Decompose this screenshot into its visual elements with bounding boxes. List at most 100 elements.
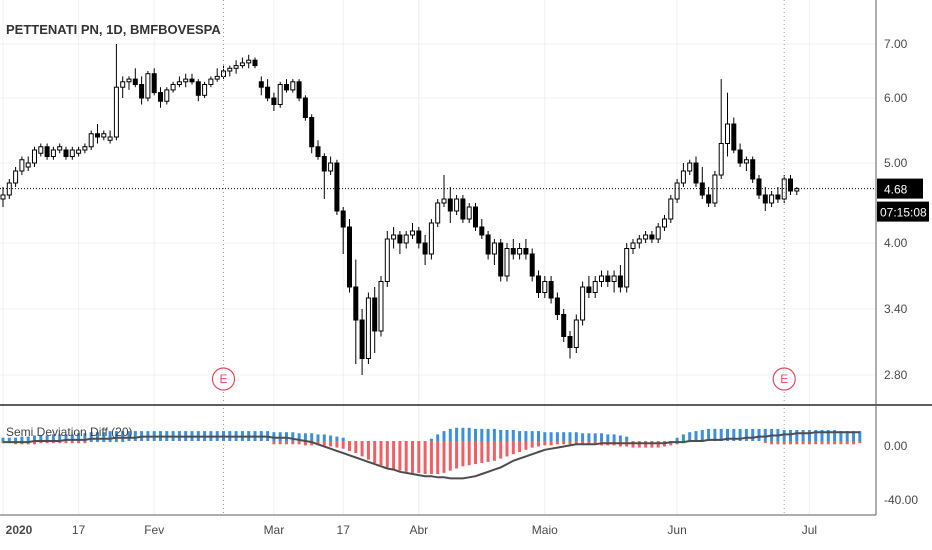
indicator-bar-up	[726, 428, 729, 441]
indicator-bar-up	[839, 431, 843, 441]
indicator-bar-down	[845, 441, 849, 445]
indicator-bar-down	[801, 441, 805, 445]
indicator-line	[3, 431, 860, 480]
indicator-bar-down	[486, 441, 490, 462]
candle-body-up	[107, 136, 113, 141]
indicator-bar-up	[694, 431, 698, 441]
candle-body-up	[202, 84, 208, 96]
indicator-bar-up	[606, 434, 610, 441]
candle-body-up	[403, 234, 409, 244]
candle-body-up	[504, 248, 510, 277]
candle-body-up	[164, 89, 170, 102]
indicator-bar-up	[581, 433, 585, 441]
candle	[290, 79, 296, 93]
candle	[378, 276, 384, 337]
indicator-bar-down	[820, 441, 824, 445]
last-price-tag	[877, 178, 923, 199]
indicator-bar-up	[121, 431, 125, 441]
indicator-bar-down	[102, 441, 106, 443]
candle	[510, 239, 516, 260]
candle-body-up	[687, 162, 693, 172]
candle	[794, 187, 800, 195]
indicator-bar-up	[801, 430, 805, 441]
time-tick-label: 2020	[6, 523, 33, 537]
candle	[428, 219, 434, 260]
indicator-bar-up	[51, 434, 55, 441]
candle	[662, 215, 667, 231]
candle	[170, 81, 176, 93]
candle	[38, 143, 44, 157]
indicator-bar-up	[461, 427, 465, 441]
indicator-bar-down	[96, 441, 99, 443]
candle-body-up	[410, 230, 415, 236]
earnings-marker[interactable]	[211, 367, 236, 391]
indicator-bar-up	[45, 435, 49, 441]
candle-body-down	[479, 226, 485, 236]
indicator-bar-down	[782, 441, 786, 445]
indicator-bar-down	[348, 441, 351, 451]
indicator-bar-up	[442, 431, 446, 441]
candle	[725, 92, 730, 157]
candle	[359, 309, 365, 375]
indicator-bar-down	[341, 441, 345, 449]
candle-body-down	[353, 286, 359, 321]
candle-body-down	[334, 162, 340, 212]
candle-body-down	[397, 234, 403, 244]
indicator-bar-down	[329, 441, 333, 447]
indicator-bar-up	[272, 432, 276, 441]
candle	[416, 227, 422, 249]
indicator-bar-down	[461, 441, 465, 467]
indicator-bar-down	[429, 441, 433, 474]
indicator-bar-up	[789, 430, 792, 441]
indicator-bar-up	[20, 436, 24, 441]
candle	[95, 124, 100, 144]
candle	[561, 309, 567, 342]
earnings-marker[interactable]	[772, 367, 796, 391]
indicator-bar-up	[127, 431, 131, 441]
indicator-bar-down	[763, 441, 767, 444]
indicator-bar-down	[505, 441, 509, 457]
indicator-bar-up	[89, 432, 93, 441]
indicator-bar-up	[807, 430, 811, 441]
indicator-bar-down	[669, 441, 673, 446]
indicator-bar-down	[108, 441, 112, 443]
indicator-bar-down	[839, 441, 843, 445]
candle-body-up	[743, 159, 749, 164]
indicator-bar-up	[1, 437, 5, 441]
candle-body-up	[580, 286, 586, 321]
candle	[101, 130, 107, 141]
candle	[447, 187, 453, 223]
candle-body-down	[258, 81, 264, 88]
candle-body-up	[227, 67, 233, 72]
indicator-bar-up	[467, 427, 471, 441]
indicator-bar-up	[448, 428, 452, 441]
candle-body-down	[347, 226, 352, 288]
indicator-bar-up	[549, 432, 553, 441]
candle-body-down	[756, 178, 762, 196]
indicator-bar-down	[70, 441, 74, 444]
candle-body-up	[435, 202, 441, 224]
indicator-bar-down	[83, 441, 87, 444]
indicator-bar-up	[335, 436, 339, 441]
candle-body-down	[554, 297, 560, 315]
indicator-bar-up	[858, 431, 862, 441]
indicator-bar-up	[562, 432, 566, 441]
indicator-bar-down	[423, 441, 427, 474]
indicator-bar-up	[505, 430, 509, 441]
candle-body-down	[158, 92, 163, 102]
time-tick-label: Fev	[144, 523, 164, 537]
indicator-bar-down	[789, 441, 792, 445]
candle	[731, 117, 737, 154]
indicator-bar-up	[429, 438, 433, 441]
candle	[252, 57, 258, 69]
indicator-bar-down	[417, 441, 421, 473]
indicator-bar-down	[373, 441, 377, 463]
last-price-label: 4.68	[884, 183, 908, 197]
candle	[473, 203, 478, 231]
candle	[151, 68, 157, 96]
candle-body-down	[567, 336, 573, 348]
candle	[655, 223, 661, 243]
indicator-bar-up	[518, 431, 522, 441]
candle-body-down	[460, 198, 466, 220]
indicator-bar-down	[354, 441, 358, 454]
